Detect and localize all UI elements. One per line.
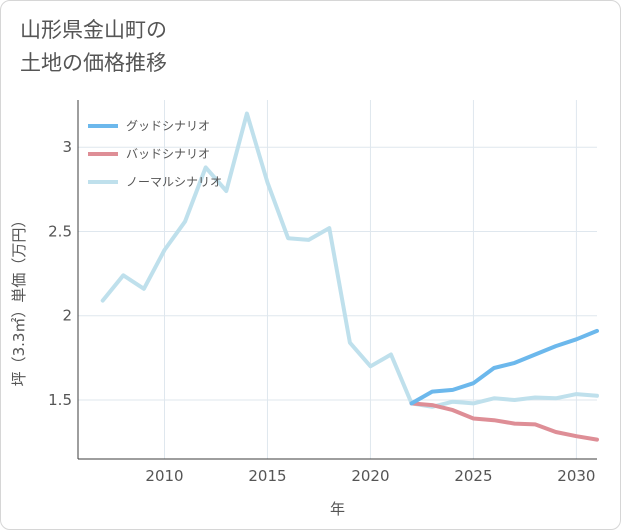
grid (78, 100, 597, 459)
y-tick-label: 2 (62, 307, 72, 325)
x-tick-label: 2015 (248, 467, 286, 485)
tick-labels: 2010 2015 2020 2025 2030 1.5 2 2.5 3 (48, 138, 595, 485)
y-tick-label: 1.5 (48, 391, 72, 409)
legend-label: バッドシナリオ (126, 147, 210, 161)
series-line-good (409, 328, 599, 406)
x-tick-label: 2020 (351, 467, 389, 485)
series-line-normal (100, 111, 599, 409)
axes (77, 100, 597, 460)
x-axis-label: 年 (330, 500, 345, 518)
chart-title: 山形県金山町の 土地の価格推移 (20, 14, 167, 80)
x-tick-label: 2010 (145, 467, 183, 485)
y-tick-label: 3 (62, 138, 72, 156)
chart-title-line-1: 山形県金山町の (20, 18, 167, 42)
y-tick-label: 2.5 (48, 222, 72, 240)
legend-label: グッドシナリオ (126, 119, 210, 133)
chart-title-line-2: 土地の価格推移 (20, 51, 167, 75)
series-lines (100, 111, 599, 442)
series-line-bad (409, 401, 599, 442)
y-axis-label: 坪（3.3㎡）単価（万円） (10, 213, 28, 387)
x-tick-label: 2025 (454, 467, 492, 485)
legend-label: ノーマルシナリオ (126, 175, 222, 189)
x-tick-label: 2030 (557, 467, 595, 485)
